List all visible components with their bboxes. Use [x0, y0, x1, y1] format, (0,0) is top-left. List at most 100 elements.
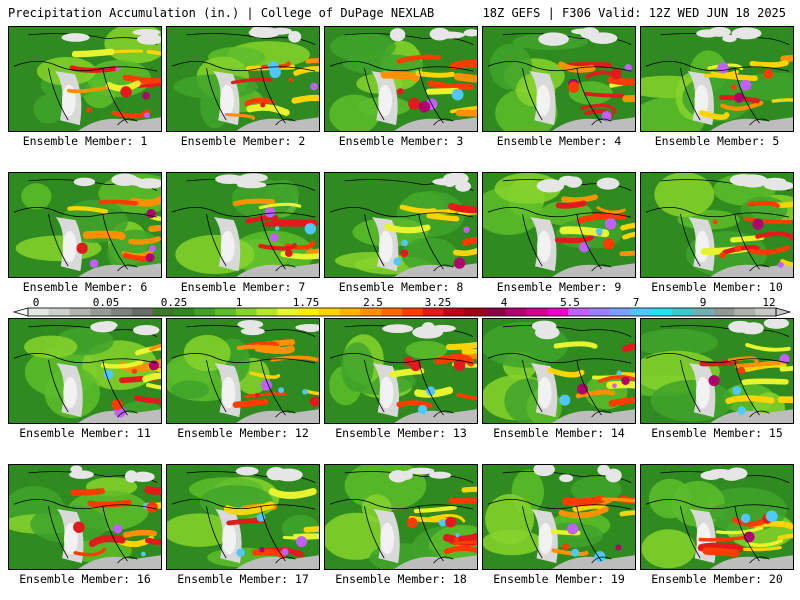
colorbar-frame: [27, 307, 777, 317]
colorbar-swatch: [173, 308, 195, 316]
ensemble-member-label: Ensemble Member: 9: [496, 280, 622, 294]
colorbar-swatch: [526, 308, 548, 316]
precipitation-map: [641, 27, 793, 131]
ensemble-member-map: [8, 464, 162, 570]
colorbar-tick-label: 2.5: [363, 297, 383, 309]
precipitation-map: [9, 319, 161, 423]
ensemble-member-map: [8, 172, 162, 278]
colorbar-swatch: [28, 308, 50, 316]
precipitation-map: [167, 465, 319, 569]
colorbar-swatch: [609, 308, 632, 316]
precipitation-map: [9, 27, 161, 131]
precipitation-map: [641, 173, 793, 277]
precipitation-map: [641, 465, 793, 569]
colorbar-swatch: [755, 308, 777, 316]
colorbar-swatch: [547, 308, 569, 316]
precipitation-map: [9, 465, 161, 569]
ensemble-member-map: [482, 172, 636, 278]
colorbar-swatch: [568, 308, 590, 316]
colorbar-tick-label: 3.25: [425, 297, 452, 309]
colorbar-swatch: [651, 308, 673, 316]
colorbar-swatch: [215, 308, 237, 316]
colorbar-swatch: [152, 308, 174, 316]
ensemble-member-map: [482, 318, 636, 424]
ensemble-member-label: Ensemble Member: 13: [335, 426, 467, 440]
precipitation-map: [325, 27, 477, 131]
colorbar-swatch: [131, 308, 154, 316]
ensemble-member-map: [640, 172, 794, 278]
colorbar-min-arrow: [12, 307, 29, 317]
colorbar-swatch: [692, 308, 715, 316]
colorbar-tick-label: 1: [236, 297, 243, 309]
precipitation-map: [9, 173, 161, 277]
colorbar-swatch: [339, 308, 361, 316]
ensemble-member-map: [640, 26, 794, 132]
colorbar-swatch: [422, 308, 445, 316]
ensemble-member-label: Ensemble Member: 17: [177, 572, 309, 586]
colorbar-max-arrow: [775, 307, 792, 317]
colorbar-swatch: [111, 308, 133, 316]
ensemble-member-map: [324, 464, 478, 570]
colorbar-swatch: [360, 308, 382, 316]
precipitation-map: [483, 465, 635, 569]
ensemble-member-map: [8, 318, 162, 424]
precipitation-map: [167, 173, 319, 277]
ensemble-member-map: [324, 26, 478, 132]
colorbar-swatch: [402, 308, 424, 316]
ensemble-member-label: Ensemble Member: 6: [22, 280, 148, 294]
colorbar-swatch: [589, 308, 611, 316]
colorbar-swatch: [464, 308, 486, 316]
ensemble-member-label: Ensemble Member: 5: [654, 134, 780, 148]
colorbar-tick-label: 1.75: [293, 297, 320, 309]
colorbar-tick-label: 9: [700, 297, 707, 309]
colorbar-swatch: [485, 308, 507, 316]
precipitation-map: [641, 319, 793, 423]
ensemble-member-label: Ensemble Member: 1: [22, 134, 148, 148]
colorbar-swatch: [277, 308, 299, 316]
ensemble-member-map: [166, 464, 320, 570]
ensemble-member-label: Ensemble Member: 7: [180, 280, 306, 294]
colorbar-tick-label: 0.25: [161, 297, 188, 309]
ensemble-member-map: [8, 26, 162, 132]
colorbar-swatch: [194, 308, 216, 316]
precipitation-map: [483, 173, 635, 277]
ensemble-member-map: [324, 318, 478, 424]
colorbar-swatch: [48, 308, 71, 316]
ensemble-member-label: Ensemble Member: 3: [338, 134, 464, 148]
ensemble-member-label: Ensemble Member: 8: [338, 280, 464, 294]
ensemble-member-label: Ensemble Member: 14: [493, 426, 625, 440]
ensemble-member-map: [324, 172, 478, 278]
colorbar-swatch: [443, 308, 465, 316]
ensemble-member-label: Ensemble Member: 4: [496, 134, 622, 148]
precipitation-map: [167, 319, 319, 423]
colorbar-swatch: [381, 308, 403, 316]
colorbar-swatch: [734, 308, 756, 316]
ensemble-member-label: Ensemble Member: 18: [335, 572, 467, 586]
precipitation-colorbar: 0 0.05 0.25 1 1.75 2.5 3.25 4 5.5 7 9 12: [12, 297, 792, 317]
colorbar-swatch: [318, 308, 341, 316]
ensemble-member-label: Ensemble Member: 11: [19, 426, 151, 440]
colorbar-swatch: [298, 308, 320, 316]
colorbar-swatch: [505, 308, 528, 316]
ensemble-member-map: [166, 26, 320, 132]
colorbar-swatch: [256, 308, 278, 316]
ensemble-member-map: [166, 172, 320, 278]
colorbar-tick-label: 7: [633, 297, 640, 309]
precipitation-map: [325, 319, 477, 423]
ensemble-member-map: [640, 464, 794, 570]
colorbar-swatch: [713, 308, 735, 316]
ensemble-member-map: [166, 318, 320, 424]
precipitation-map: [325, 465, 477, 569]
precipitation-map: [167, 27, 319, 131]
ensemble-member-label: Ensemble Member: 16: [19, 572, 151, 586]
colorbar-swatch: [235, 308, 258, 316]
ensemble-member-map: [482, 464, 636, 570]
colorbar-swatch: [90, 308, 112, 316]
ensemble-member-map: [640, 318, 794, 424]
ensemble-member-label: Ensemble Member: 20: [651, 572, 783, 586]
colorbar-tick-label: 5.5: [560, 297, 580, 309]
colorbar-tick-label: 4: [501, 297, 508, 309]
valid-time-label: 18Z GEFS | F306 Valid: 12Z WED JUN 18 20…: [482, 6, 786, 20]
colorbar-swatch: [69, 308, 91, 316]
ensemble-member-label: Ensemble Member: 12: [177, 426, 309, 440]
